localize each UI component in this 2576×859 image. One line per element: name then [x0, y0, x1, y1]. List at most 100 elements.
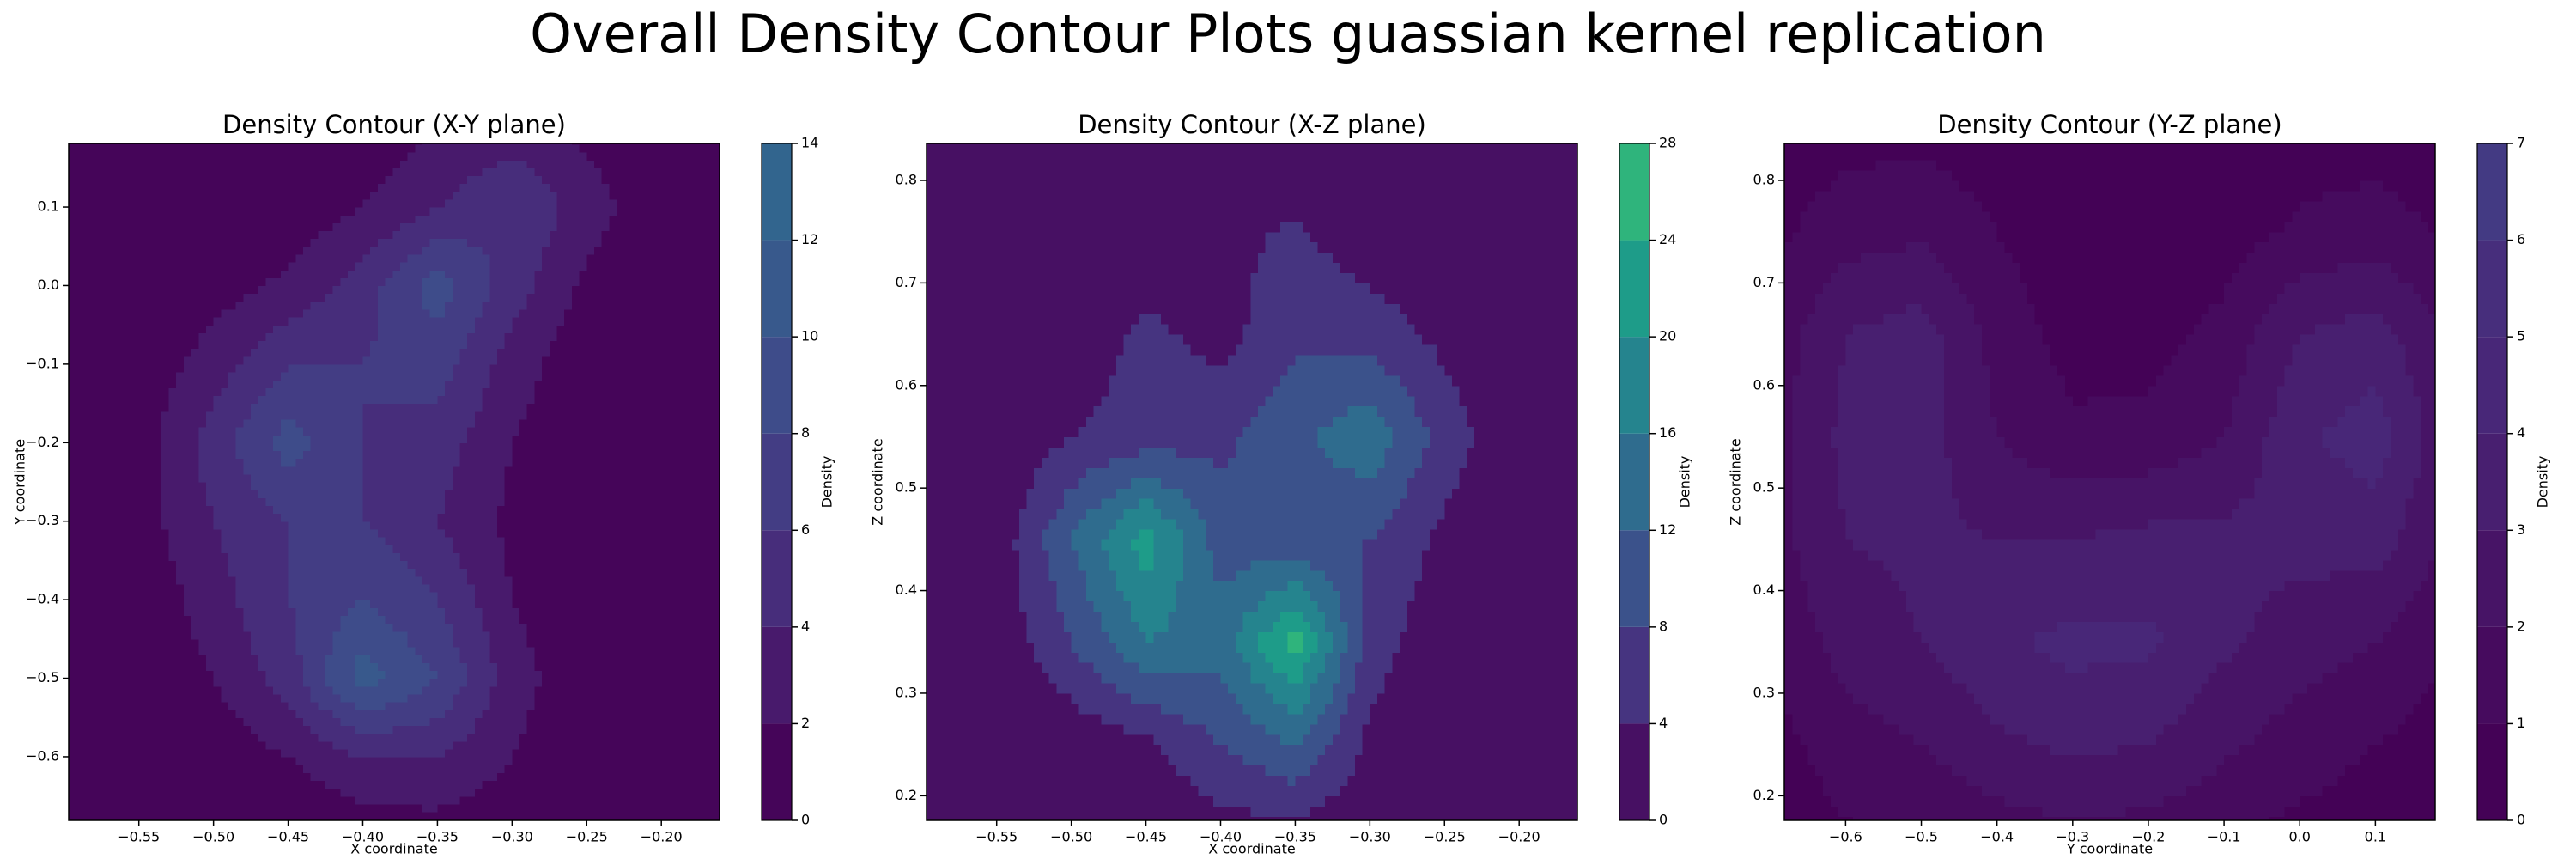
contour-cell	[1444, 528, 1520, 540]
contour-cell	[2224, 293, 2278, 304]
contour-cell	[348, 270, 364, 278]
contour-cell	[191, 631, 215, 640]
contour-cell	[1800, 210, 1846, 222]
contour-cell	[504, 497, 513, 507]
contour-cell	[2087, 395, 2149, 407]
contour-cell	[2300, 231, 2376, 243]
contour-cell	[69, 458, 140, 467]
contour-cell	[295, 458, 364, 467]
contour-cell	[1921, 149, 1998, 161]
contour-cell	[69, 277, 140, 287]
contour-cell	[161, 513, 215, 522]
contour-cell	[661, 693, 720, 703]
contour-cell	[415, 646, 439, 655]
contour-cell	[288, 795, 356, 805]
contour-cell	[69, 497, 140, 507]
contour-cell	[1784, 467, 1794, 478]
contour-cell	[243, 356, 289, 365]
contour-cell	[996, 528, 1020, 540]
contour-cell	[1996, 590, 2074, 602]
contour-cell	[1242, 426, 1297, 438]
contour-cell	[2148, 744, 2225, 756]
contour-cell	[2072, 200, 2149, 212]
contour-cell	[1265, 765, 1297, 777]
contour-cell	[927, 354, 998, 366]
y-tick-label: −0.4	[26, 591, 59, 607]
contour-cell	[1921, 436, 1945, 448]
contour-cell	[228, 552, 289, 562]
x-tick-label: −0.50	[1050, 829, 1092, 845]
contour-cell	[213, 685, 222, 695]
contour-cell	[1370, 200, 1445, 212]
contour-cell	[1183, 549, 1214, 561]
colorbar-segment	[1619, 337, 1649, 434]
contour-cell	[504, 340, 513, 350]
contour-cell	[1444, 734, 1520, 746]
axes-frame	[1783, 143, 2436, 821]
contour-cell	[213, 332, 267, 342]
contour-cell	[1145, 436, 1222, 448]
contour-cell	[138, 411, 162, 420]
contour-cell	[2383, 734, 2435, 746]
contour-cell	[1295, 180, 1370, 192]
contour-cell	[2300, 221, 2376, 233]
contour-cell	[437, 811, 513, 820]
contour-cell	[2148, 652, 2225, 663]
contour-cell	[661, 411, 720, 420]
contour-cell	[1370, 436, 1394, 448]
contour-cell	[213, 756, 289, 765]
contour-cell	[586, 403, 662, 412]
contour-cell	[1078, 478, 1132, 489]
contour-cell	[2186, 334, 2225, 345]
contour-cell	[2375, 816, 2435, 820]
contour-cell	[1519, 631, 1577, 643]
contour-cell	[2292, 344, 2300, 356]
contour-cell	[399, 552, 439, 562]
contour-cell	[1340, 262, 1370, 274]
contour-cell	[2262, 314, 2300, 325]
contour-cell	[1220, 621, 1244, 632]
contour-cell	[1176, 447, 1222, 458]
contour-cell	[1145, 498, 1154, 509]
contour-cell	[1444, 210, 1520, 222]
contour-cell	[1370, 559, 1423, 571]
contour-cell	[586, 638, 662, 648]
contour-cell	[1048, 447, 1072, 458]
contour-cell	[1071, 385, 1109, 397]
contour-cell	[1101, 673, 1147, 684]
contour-cell	[489, 646, 513, 655]
y-tick-label: 0.4	[896, 582, 917, 598]
contour-cell	[1982, 785, 1998, 796]
contour-cell	[1145, 221, 1222, 233]
contour-cell	[69, 795, 140, 805]
contour-cell	[1131, 324, 1147, 335]
contour-cell	[1295, 416, 1334, 428]
contour-cell	[1295, 580, 1303, 592]
contour-cell	[661, 175, 720, 185]
contour-cell	[1370, 539, 1431, 551]
contour-cell	[1845, 129, 1922, 140]
contour-cell	[2148, 539, 2225, 551]
contour-cell	[138, 780, 215, 789]
contour-cell	[1220, 498, 1297, 509]
colorbar-frame	[2476, 143, 2508, 821]
contour-cell	[1295, 405, 1348, 417]
contour-cell	[1309, 806, 1370, 817]
contour-cell	[2224, 447, 2263, 458]
contour-cell	[213, 143, 289, 145]
contour-cell	[2239, 498, 2300, 509]
contour-cell	[213, 528, 222, 538]
contour-cell	[1921, 775, 1968, 787]
contour-cell	[556, 325, 587, 333]
contour-cell	[927, 143, 998, 150]
contour-cell	[437, 435, 468, 443]
contour-cell	[2224, 149, 2300, 161]
contour-cell	[1220, 272, 1251, 283]
contour-cell	[1145, 426, 1222, 438]
contour-cell	[2148, 549, 2225, 561]
contour-cell	[1444, 143, 1520, 150]
contour-cell	[407, 560, 439, 570]
contour-cell	[927, 334, 998, 345]
contour-cell	[2375, 324, 2391, 335]
contour-cell	[2300, 170, 2376, 181]
